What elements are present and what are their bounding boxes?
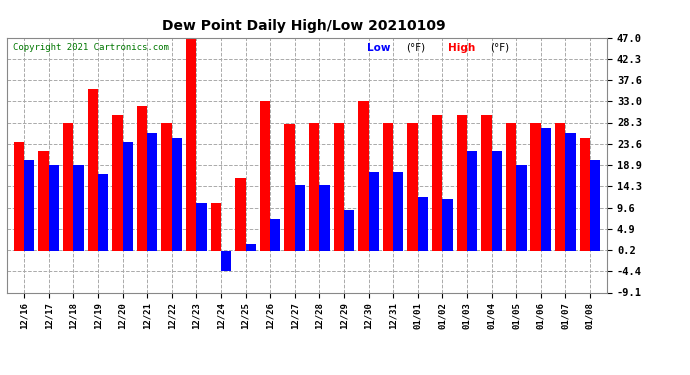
Bar <box>432 115 442 251</box>
Bar <box>235 178 246 251</box>
Bar <box>123 142 133 251</box>
Bar <box>186 38 197 251</box>
Bar <box>24 160 34 251</box>
Bar <box>221 251 231 271</box>
Bar <box>481 115 491 251</box>
Bar <box>417 196 428 251</box>
Bar <box>73 165 83 251</box>
Bar <box>284 124 295 251</box>
Bar <box>541 128 551 251</box>
Bar <box>590 160 600 251</box>
Bar <box>14 142 24 251</box>
Bar <box>580 138 590 251</box>
Text: High: High <box>448 43 475 52</box>
Bar <box>457 115 467 251</box>
Bar <box>88 89 98 251</box>
Bar <box>555 123 565 251</box>
Bar <box>112 115 123 251</box>
Bar <box>137 106 147 251</box>
Text: (°F): (°F) <box>406 43 425 52</box>
Bar <box>309 123 319 251</box>
Bar <box>319 185 330 251</box>
Bar <box>491 151 502 251</box>
Bar <box>467 151 477 251</box>
Bar <box>98 174 108 251</box>
Bar <box>383 123 393 251</box>
Bar <box>407 123 417 251</box>
Bar <box>358 101 368 251</box>
Bar <box>334 123 344 251</box>
Bar <box>172 138 182 251</box>
Bar <box>210 203 221 251</box>
Bar <box>270 219 280 251</box>
Bar <box>295 185 305 251</box>
Text: Low: Low <box>367 43 391 52</box>
Bar <box>393 172 404 251</box>
Text: (°F): (°F) <box>490 43 509 52</box>
Bar <box>344 210 354 251</box>
Bar <box>516 165 526 251</box>
Bar <box>63 123 73 251</box>
Bar <box>49 165 59 251</box>
Bar <box>531 123 541 251</box>
Bar <box>260 101 270 251</box>
Text: Dew Point Daily High/Low 20210109: Dew Point Daily High/Low 20210109 <box>161 19 446 33</box>
Text: Copyright 2021 Cartronics.com: Copyright 2021 Cartronics.com <box>13 43 169 52</box>
Bar <box>565 133 575 251</box>
Bar <box>197 203 207 251</box>
Bar <box>442 199 453 251</box>
Bar <box>39 151 49 251</box>
Bar <box>161 123 172 251</box>
Bar <box>368 172 379 251</box>
Bar <box>246 244 256 251</box>
Bar <box>147 133 157 251</box>
Bar <box>506 123 516 251</box>
